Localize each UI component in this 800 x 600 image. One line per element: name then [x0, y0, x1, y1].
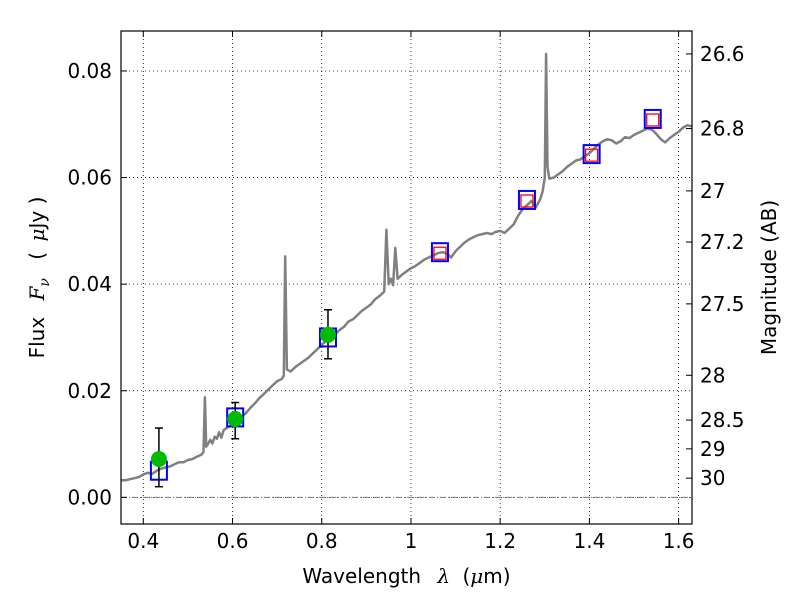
model-photometry-marker: [582, 144, 601, 165]
grid: [121, 31, 692, 524]
magnitude-tick-label: 27.5: [700, 292, 745, 316]
y-tick-label: 0.02: [67, 379, 112, 403]
magnitude-tick-label: 26.6: [700, 42, 745, 66]
upper-limit-marker: [584, 148, 599, 162]
spectrum-series: [121, 52, 693, 482]
photometry-markers: [149, 108, 662, 488]
spectrum-line: [121, 52, 693, 482]
model-photometry-marker: [517, 189, 536, 210]
upper-limit-marker: [433, 246, 447, 260]
x-tick-label: 1.2: [484, 529, 516, 553]
x-tick-label: 0.8: [306, 529, 338, 553]
magnitude-tick-label: 28: [700, 363, 725, 387]
model-photometry-marker: [643, 108, 662, 129]
observed-point: [319, 326, 336, 343]
x-tick-label: 1: [405, 529, 418, 553]
plot-frame: [120, 30, 693, 525]
x-tick-label: 1.6: [663, 529, 695, 553]
x-tick-label: 0.6: [217, 529, 249, 553]
x-tick-label: 1.4: [573, 529, 605, 553]
y-tick-label: 0.04: [67, 272, 112, 296]
observed-point: [227, 411, 244, 428]
magnitude-tick-label: 26.8: [700, 117, 745, 141]
magnitude-tick-label: 30: [700, 466, 725, 490]
magnitude-axis-label: Magnitude (AB): [757, 200, 781, 355]
x-axis-label: Wavelength λ (μm): [302, 564, 510, 588]
upper-limit-marker: [646, 113, 660, 127]
y-tick-label: 0.00: [67, 485, 112, 509]
magnitude-tick-label: 28.5: [700, 408, 745, 432]
model-photometry-marker: [430, 242, 449, 263]
magnitude-tick-label: 27.2: [700, 230, 745, 254]
magnitude-tick-label: 29: [700, 437, 725, 461]
y-tick-label: 0.06: [67, 166, 112, 190]
magnitude-tick-label: 27: [700, 179, 725, 203]
upper-limit-marker: [520, 194, 534, 208]
y-axis-label: Flux Fν ( μJy ): [25, 197, 54, 359]
observed-point: [150, 450, 167, 467]
axis-ticks: 0.4 0.6 0.8 1 1.2 1.4 1.6 0.00 0.02 0.04 0.06 0.08 2…: [67, 31, 745, 553]
x-tick-label: 0.4: [127, 529, 159, 553]
y-tick-label: 0.08: [67, 59, 112, 83]
